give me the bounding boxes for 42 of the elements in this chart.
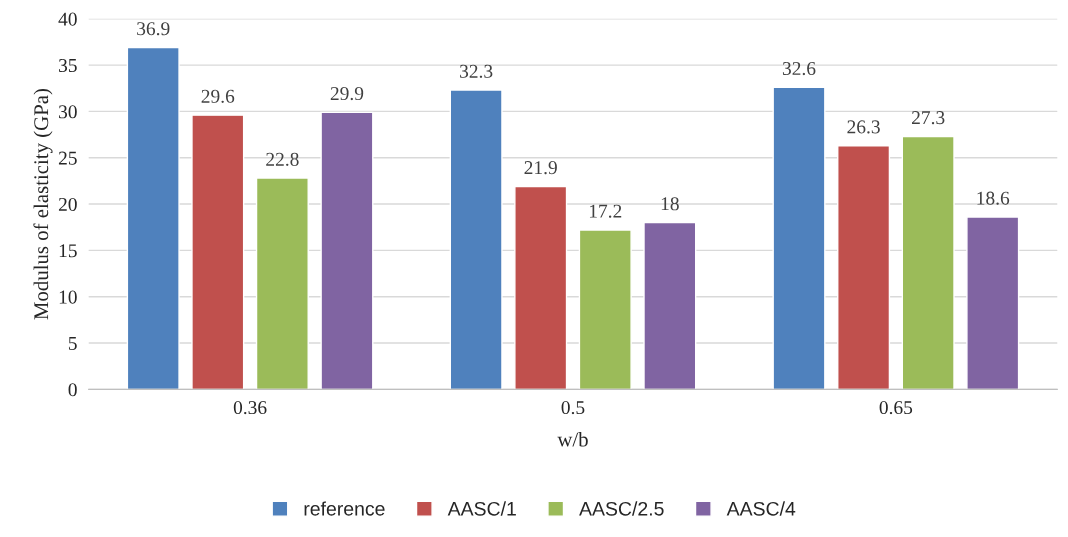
- bar: [191, 114, 245, 390]
- x-tick-label: 0.5: [561, 401, 585, 415]
- legend-label: AASC/1: [447, 501, 516, 516]
- data-label: 36.9: [137, 22, 170, 36]
- x-tick-label: 0.65: [879, 401, 913, 415]
- data-label: 32.6: [782, 61, 816, 76]
- data-label: 27.3: [912, 111, 945, 125]
- x-tick-label: 0.36: [233, 401, 267, 415]
- data-label: 18: [661, 197, 679, 211]
- y-tick-label: 35: [59, 58, 77, 73]
- legend-label: reference: [304, 501, 385, 516]
- data-label: 21.9: [524, 161, 557, 175]
- y-tick-label: 20: [58, 197, 77, 211]
- bar: [320, 111, 374, 390]
- y-axis-title: Modulus of elasticity (GPa): [33, 88, 53, 320]
- bar: [643, 221, 697, 390]
- bar: [126, 46, 180, 390]
- x-axis-title: w/b: [557, 431, 588, 447]
- bar: [578, 229, 632, 390]
- y-tick-label: 10: [59, 290, 77, 304]
- legend-label: AASC/2.5: [579, 501, 664, 516]
- bar: [514, 185, 568, 390]
- y-tick-label: 0: [68, 383, 77, 397]
- legend-label: AASC/4: [726, 501, 796, 516]
- bar: [901, 135, 955, 390]
- y-tick-label: 5: [68, 337, 77, 350]
- data-label: 17.2: [589, 204, 622, 218]
- bar: [449, 89, 503, 390]
- bar: [772, 86, 826, 390]
- bar: [966, 216, 1020, 390]
- bar: [255, 177, 309, 390]
- data-label: 22.8: [266, 152, 299, 166]
- data-label: 29.6: [201, 89, 235, 103]
- data-label: 26.3: [847, 120, 880, 134]
- y-tick-label: 25: [58, 151, 77, 165]
- y-tick-label: 40: [58, 12, 77, 26]
- data-label: 32.3: [460, 64, 493, 78]
- y-tick-label: 15: [59, 244, 77, 258]
- bar: [837, 145, 891, 390]
- data-label: 18.6: [977, 191, 1010, 205]
- y-tick-label: 30: [59, 105, 77, 119]
- data-label: 29.9: [330, 87, 364, 101]
